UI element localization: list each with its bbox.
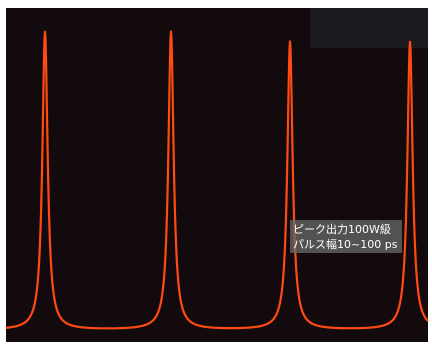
- page: ピーク出力100W級 パルス幅10~100 ps (() => { const …: [0, 0, 432, 347]
- screen-background: [6, 8, 428, 342]
- annotation-line: ピーク出力100W級: [293, 222, 391, 236]
- scope-screen: ピーク出力100W級 パルス幅10~100 ps: [0, 0, 432, 347]
- annotation-line: パルス幅10~100 ps: [293, 238, 398, 251]
